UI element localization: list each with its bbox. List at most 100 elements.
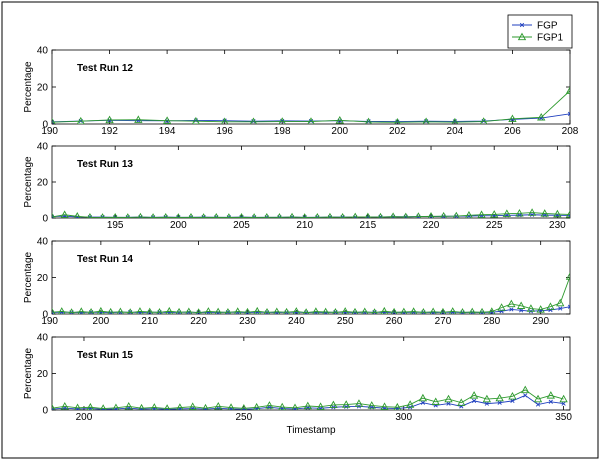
data-point-fgp (471, 398, 477, 403)
x-tick-label: 210 (141, 316, 158, 327)
data-point-fgp1 (380, 306, 389, 314)
x-tick-label: 230 (549, 220, 566, 231)
x-tick-label: 220 (190, 316, 207, 327)
data-point-fgp1 (312, 307, 320, 314)
data-point-fgp1 (342, 400, 351, 408)
data-point-fgp1 (533, 394, 543, 403)
data-point-fgp1 (537, 113, 546, 121)
data-point-fgp1 (352, 212, 359, 218)
data-point-fgp1 (439, 307, 447, 314)
data-point-fgp (344, 404, 349, 409)
data-point-fgp1 (429, 307, 437, 314)
data-point-fgp1 (508, 391, 517, 400)
y-tick-label: 0 (42, 120, 48, 131)
data-point-fgp1 (52, 307, 56, 314)
x-tick-label: 215 (360, 220, 377, 231)
data-point-fgp1 (448, 307, 457, 314)
axes-box (51, 49, 571, 125)
data-point-fgp (497, 400, 502, 405)
x-tick-label: 250 (337, 316, 354, 327)
data-point-fgp1 (176, 403, 184, 410)
data-point-fgp (510, 398, 515, 403)
data-point-fgp1 (515, 208, 524, 217)
data-point-fgp1 (521, 385, 530, 394)
chart-panel-3: 0 20 40 190 200 210 220 230 240 250 260 270 280 290 Pe… (23, 237, 571, 327)
data-point-fgp1 (60, 402, 69, 410)
data-point-fgp1 (116, 307, 125, 314)
data-point-fgp1 (263, 308, 271, 314)
data-point-fgp1 (137, 212, 144, 218)
data-point-fgp1 (301, 213, 308, 218)
data-point-fgp1 (214, 307, 222, 314)
data-point-fgp1 (497, 303, 506, 311)
data-point-fgp (523, 393, 528, 398)
data-point-fgp1 (146, 307, 154, 314)
series-group (52, 272, 570, 314)
data-point-fgp1 (302, 308, 310, 314)
x-tick-label: 200 (76, 412, 93, 423)
data-point-fgp1 (565, 210, 570, 218)
x-tick-label: 270 (435, 316, 452, 327)
y-axis-label: Percentage (23, 61, 34, 113)
data-point-fgp1 (508, 114, 517, 122)
data-point-fgp1 (291, 403, 299, 410)
data-point-fgp1 (495, 393, 504, 402)
data-point-fgp1 (107, 307, 115, 314)
data-point-fgp (420, 400, 426, 405)
data-point-fgp1 (200, 213, 207, 218)
data-point-fgp1 (314, 212, 321, 218)
chart-panel-4: 0 20 40 200 250 300 350 Percentage Test Run 15 Ti… (23, 333, 572, 437)
data-point-fgp1 (73, 403, 82, 410)
data-point-fgp1 (546, 391, 555, 399)
data-point-fgp1 (150, 213, 156, 218)
data-point-fgp1 (162, 116, 172, 124)
data-point-fgp1 (204, 307, 213, 314)
x-tick-label: 206 (504, 126, 521, 137)
data-point-fgp (561, 401, 566, 406)
data-point-fgp1 (125, 213, 131, 218)
data-point-fgp1 (138, 403, 145, 410)
data-point-fgp1 (252, 402, 261, 410)
data-point-fgp1 (99, 213, 106, 218)
data-point-fgp1 (409, 307, 418, 314)
data-point-fgp1 (195, 308, 202, 314)
y-tick-label: 0 (42, 310, 48, 321)
x-tick-label: 220 (423, 220, 440, 231)
data-point-fgp (519, 308, 524, 313)
data-point-fgp1 (444, 394, 453, 403)
y-tick-label: 40 (37, 46, 49, 57)
data-point-fgp1 (477, 210, 486, 218)
data-point-fgp1 (367, 401, 376, 409)
data-point-fgp1 (213, 212, 220, 218)
data-point-fgp1 (175, 307, 183, 314)
data-point-fgp (548, 307, 553, 313)
data-point-fgp1 (226, 213, 232, 218)
data-point-fgp1 (221, 117, 229, 124)
data-point-fgp1 (420, 308, 427, 314)
data-point-fgp1 (361, 307, 369, 314)
panel-title: Test Run 12 (77, 63, 133, 74)
data-point-fgp1 (240, 404, 248, 410)
data-point-fgp1 (479, 117, 488, 124)
data-point-fgp1 (162, 212, 169, 218)
axes-box (51, 240, 571, 315)
data-point-fgp1 (478, 307, 486, 314)
data-point-fgp1 (482, 394, 492, 403)
x-tick-label: 240 (288, 316, 305, 327)
data-point-fgp1 (265, 401, 274, 409)
x-tick-label: 200 (331, 126, 348, 137)
data-point-fgp1 (150, 403, 159, 410)
data-point-fgp1 (459, 308, 466, 314)
data-point-fgp1 (468, 307, 476, 314)
data-point-fgp (446, 401, 451, 406)
data-point-fgp1 (263, 212, 270, 218)
data-point-fgp1 (394, 118, 401, 124)
x-tick-label: 202 (389, 126, 406, 137)
data-point-fgp1 (440, 211, 448, 218)
data-point-fgp1 (565, 86, 570, 94)
y-axis-label: Percentage (23, 347, 34, 399)
data-point-fgp1 (507, 299, 516, 308)
x-tick-label: 225 (486, 220, 503, 231)
